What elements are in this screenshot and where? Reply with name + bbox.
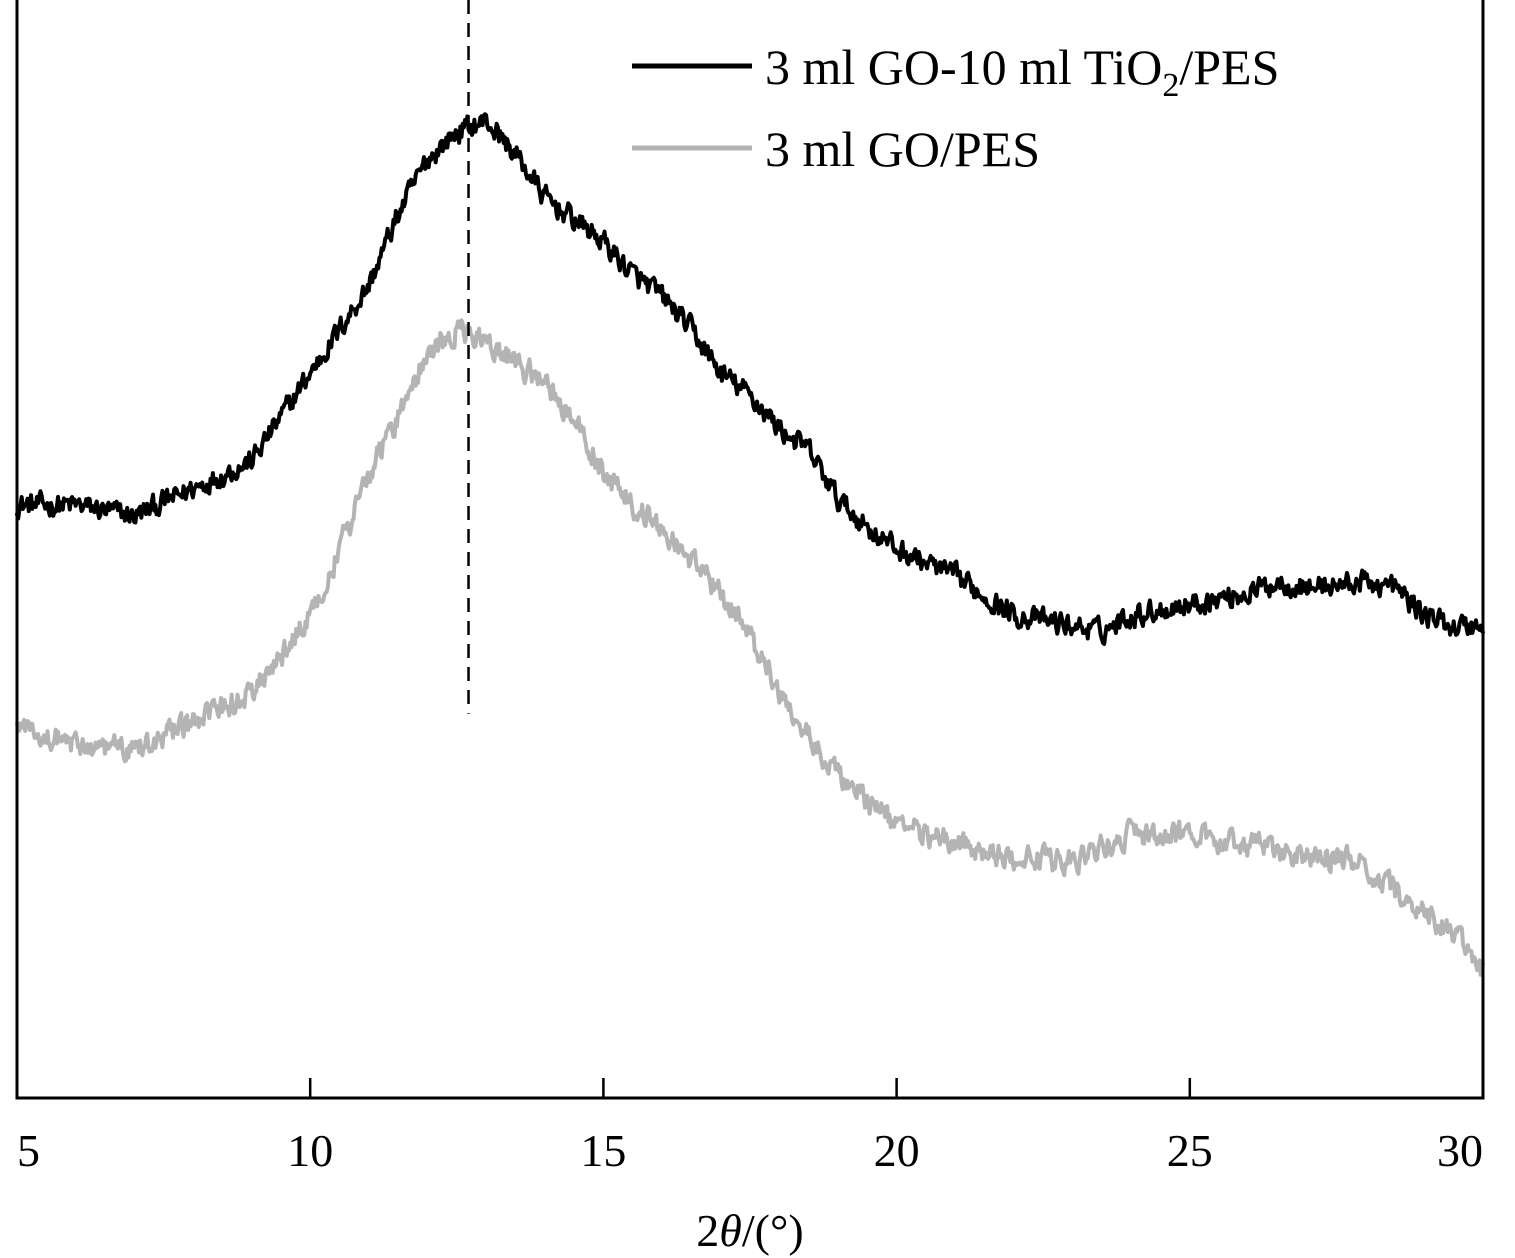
series-line-s2 xyxy=(15,318,1485,977)
x-axis-ticks: 5 10 15 20 25 30 xyxy=(15,1078,1485,1176)
series-layer xyxy=(15,112,1485,977)
x-tick-label-10: 10 xyxy=(287,1125,333,1176)
x-tick-label-5: 5 xyxy=(17,1125,40,1176)
x-tick-label-30: 30 xyxy=(1437,1125,1483,1176)
series-line-s1 xyxy=(15,112,1485,646)
legend-label-s1: 3 ml GO-10 ml TiO2/PES xyxy=(765,39,1279,104)
plot-frame xyxy=(15,0,1485,1100)
legend-label-s2: 3 ml GO/PES xyxy=(765,121,1040,177)
x-tick-label-20: 20 xyxy=(874,1125,920,1176)
legend: 3 ml GO-10 ml TiO2/PES 3 ml GO/PES xyxy=(632,39,1279,177)
x-axis-title: 2θ/(°) xyxy=(696,1205,803,1256)
x-tick-label-15: 15 xyxy=(580,1125,626,1176)
x-tick-label-25: 25 xyxy=(1167,1125,1213,1176)
